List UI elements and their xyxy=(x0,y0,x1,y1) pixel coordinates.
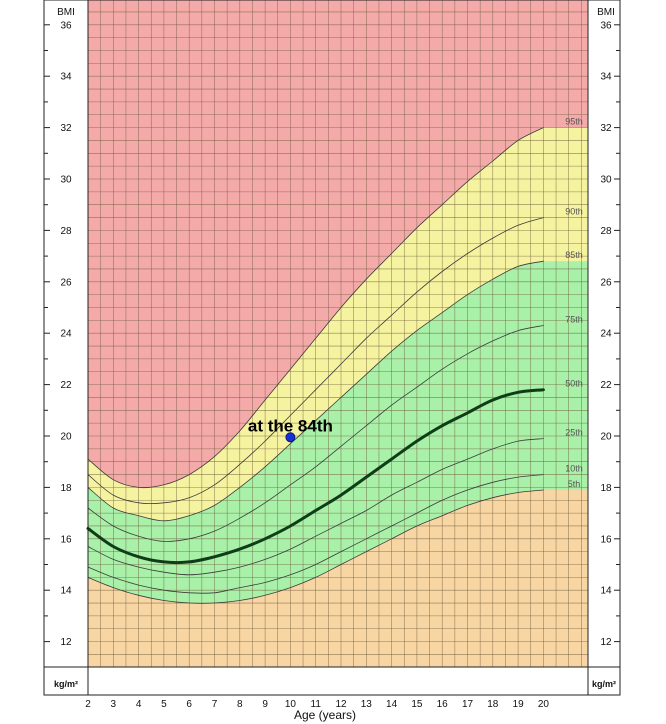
y-tick-label-right: 12 xyxy=(600,637,612,648)
y-tick-label-left: 20 xyxy=(60,432,72,443)
y-tick-label-right: 28 xyxy=(600,226,612,237)
y-tick-label-left: 24 xyxy=(60,329,72,340)
underweight-zone-tail xyxy=(543,489,588,667)
y-tick-label-right: 30 xyxy=(600,175,612,186)
left-unit-label: kg/m² xyxy=(54,679,78,689)
percentile-label-85th: 85th xyxy=(565,250,583,260)
percentile-lines xyxy=(86,127,545,604)
y-tick-label-right: 26 xyxy=(600,277,612,288)
x-tick-label: 10 xyxy=(285,699,297,710)
percentile-line-10th xyxy=(87,474,544,594)
percentile-label-90th: 90th xyxy=(565,207,583,217)
annotation-text: at the 84th xyxy=(248,416,333,435)
x-tick-label: 4 xyxy=(136,699,142,710)
x-tick-label: 17 xyxy=(462,699,474,710)
x-tick-label: 5 xyxy=(161,699,167,710)
x-tick-label: 6 xyxy=(186,699,192,710)
x-tick-label: 11 xyxy=(311,699,322,710)
x-tick-label: 14 xyxy=(386,699,398,710)
percentile-label-95th: 95th xyxy=(565,117,583,127)
y-tick-label-right: 36 xyxy=(600,20,612,31)
y-tick-label-left: 28 xyxy=(60,226,72,237)
y-tick-label-left: 36 xyxy=(60,20,72,31)
percentile-line-25th xyxy=(87,438,544,576)
y-tick-label-left: 16 xyxy=(60,534,72,545)
percentile-line-90th xyxy=(87,217,544,505)
percentile-label-5th: 5th xyxy=(568,479,581,489)
percentile-zones xyxy=(88,0,588,668)
right-unit-label: kg/m² xyxy=(592,679,616,689)
percentile-labels: 5th 10th 25th 50th 75th 85th 90th 95th xyxy=(565,117,583,489)
y-tick-label-right: 34 xyxy=(600,72,612,83)
y-tick-label-right: 22 xyxy=(600,380,612,391)
percentile-label-10th: 10th xyxy=(565,464,583,474)
y-tick-label-right: 14 xyxy=(600,586,612,597)
chart-frame xyxy=(43,0,621,696)
y-tick-label-right: 18 xyxy=(600,483,612,494)
y-tick-label-left: 34 xyxy=(60,72,72,83)
y-tick-label-left: 12 xyxy=(60,637,72,648)
x-tick-label: 13 xyxy=(361,699,373,710)
percentile-line-5th xyxy=(87,489,544,604)
x-tick-label: 18 xyxy=(487,699,499,710)
left-axis-title: BMI xyxy=(57,7,75,18)
x-axis-title: Age (years) xyxy=(294,708,356,722)
percentile-label-25th: 25th xyxy=(565,428,583,438)
y-tick-label-left: 14 xyxy=(60,586,72,597)
y-tick-label-left: 22 xyxy=(60,380,72,391)
y-tick-label-left: 26 xyxy=(60,277,72,288)
percentile-line-85th xyxy=(87,260,544,522)
percentile-line-75th xyxy=(87,325,544,542)
y-tick-label-right: 24 xyxy=(600,329,612,340)
chart-grid xyxy=(88,0,588,667)
x-tick-label: 20 xyxy=(538,699,550,710)
x-tick-label: 2 xyxy=(85,699,91,710)
right-axis-title: BMI xyxy=(597,7,615,18)
percentile-label-50th: 50th xyxy=(565,379,583,389)
y-tick-label-right: 32 xyxy=(600,123,612,134)
percentile-line-50th xyxy=(86,388,545,565)
x-tick-label: 8 xyxy=(237,699,243,710)
x-tick-label: 9 xyxy=(262,699,268,710)
patient-data-point xyxy=(285,432,296,443)
x-tick-label: 16 xyxy=(437,699,449,710)
y-tick-label-left: 18 xyxy=(60,483,72,494)
y-tick-label-left: 30 xyxy=(60,175,72,186)
x-tick-label: 15 xyxy=(411,699,423,710)
x-tick-label: 12 xyxy=(335,699,347,710)
percentile-label-75th: 75th xyxy=(565,314,583,324)
x-tick-label: 7 xyxy=(212,699,218,710)
y-tick-label-right: 16 xyxy=(600,534,612,545)
percentile-line-95th xyxy=(87,127,544,489)
x-tick-label: 19 xyxy=(513,699,525,710)
annotation-group: at the 84th xyxy=(248,416,333,443)
y-tick-label-right: 20 xyxy=(600,432,612,443)
y-tick-label-left: 32 xyxy=(60,123,72,134)
x-tick-label: 3 xyxy=(111,699,117,710)
